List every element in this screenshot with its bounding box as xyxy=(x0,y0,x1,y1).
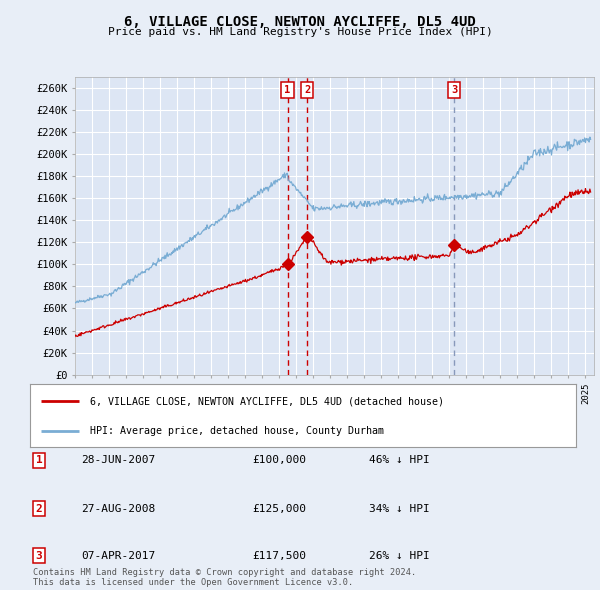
Text: Contains HM Land Registry data © Crown copyright and database right 2024.
This d: Contains HM Land Registry data © Crown c… xyxy=(33,568,416,587)
Text: 34% ↓ HPI: 34% ↓ HPI xyxy=(369,504,430,513)
Text: 28-JUN-2007: 28-JUN-2007 xyxy=(81,455,155,465)
Text: 26% ↓ HPI: 26% ↓ HPI xyxy=(369,551,430,560)
Text: 1: 1 xyxy=(35,455,43,465)
Text: £125,000: £125,000 xyxy=(252,504,306,513)
Text: £100,000: £100,000 xyxy=(252,455,306,465)
Text: HPI: Average price, detached house, County Durham: HPI: Average price, detached house, Coun… xyxy=(90,427,384,436)
Text: 2: 2 xyxy=(304,85,310,95)
Text: 1: 1 xyxy=(284,85,290,95)
Text: 46% ↓ HPI: 46% ↓ HPI xyxy=(369,455,430,465)
Text: 2: 2 xyxy=(35,504,43,513)
Text: 07-APR-2017: 07-APR-2017 xyxy=(81,551,155,560)
Text: 3: 3 xyxy=(451,85,457,95)
Text: £117,500: £117,500 xyxy=(252,551,306,560)
Text: 6, VILLAGE CLOSE, NEWTON AYCLIFFE, DL5 4UD (detached house): 6, VILLAGE CLOSE, NEWTON AYCLIFFE, DL5 4… xyxy=(90,396,444,407)
Text: 3: 3 xyxy=(35,551,43,560)
Text: 27-AUG-2008: 27-AUG-2008 xyxy=(81,504,155,513)
Text: 6, VILLAGE CLOSE, NEWTON AYCLIFFE, DL5 4UD: 6, VILLAGE CLOSE, NEWTON AYCLIFFE, DL5 4… xyxy=(124,15,476,29)
Text: Price paid vs. HM Land Registry's House Price Index (HPI): Price paid vs. HM Land Registry's House … xyxy=(107,27,493,37)
